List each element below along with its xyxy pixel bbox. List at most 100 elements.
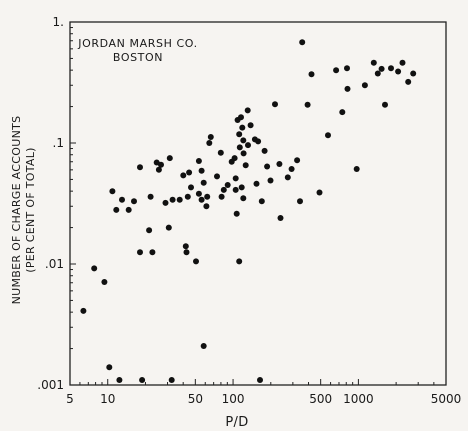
- data-point: [261, 147, 268, 154]
- data-point: [137, 249, 143, 256]
- data-point: [80, 307, 87, 314]
- data-point: [255, 138, 262, 145]
- y-tick-label: 1.: [53, 15, 64, 29]
- data-point: [168, 377, 175, 383]
- data-point: [218, 193, 225, 200]
- data-point: [91, 265, 98, 272]
- data-point: [131, 198, 137, 205]
- data-point: [232, 186, 239, 193]
- y-axis-label-line-1: NUMBER OF CHARGE ACCOUNTS: [10, 116, 23, 305]
- data-point: [198, 196, 205, 203]
- data-point: [193, 258, 199, 265]
- data-point: [183, 249, 190, 256]
- data-point: [258, 198, 265, 205]
- data-point: [361, 82, 368, 89]
- data-point: [405, 78, 412, 85]
- y-tick-label: .001: [37, 378, 64, 392]
- data-point: [344, 85, 351, 92]
- data-point: [240, 137, 247, 144]
- data-point: [294, 157, 301, 164]
- data-point: [165, 224, 172, 231]
- plot-frame: [69, 21, 447, 386]
- data-point: [395, 68, 402, 75]
- data-point: [240, 195, 247, 202]
- data-point: [232, 175, 239, 182]
- data-point: [149, 249, 156, 256]
- data-point: [325, 132, 331, 139]
- data-point: [200, 179, 207, 186]
- data-point: [125, 206, 132, 213]
- data-point: [253, 180, 260, 187]
- chart-title-line-2: BOSTON: [113, 51, 163, 64]
- data-point: [264, 163, 271, 170]
- data-point: [224, 182, 231, 188]
- data-point: [186, 169, 193, 176]
- data-point: [116, 377, 123, 383]
- x-tick-label: 1000: [343, 392, 374, 406]
- data-point: [166, 155, 173, 162]
- data-point: [277, 215, 284, 221]
- data-point: [207, 134, 214, 140]
- data-point: [188, 184, 194, 191]
- data-point: [139, 377, 146, 383]
- data-point: [410, 70, 417, 77]
- data-point: [203, 203, 210, 210]
- data-point: [378, 65, 385, 72]
- data-point: [137, 164, 143, 171]
- chart-title-line-1: JORDAN MARSH CO.: [77, 37, 197, 50]
- data-point: [247, 122, 254, 129]
- data-point: [206, 140, 213, 146]
- data-point: [109, 188, 116, 195]
- data-point: [195, 190, 202, 197]
- data-point: [308, 71, 315, 78]
- data-point: [180, 172, 187, 179]
- data-point: [147, 193, 154, 200]
- x-tick-label: 50: [188, 392, 203, 406]
- data-point: [162, 199, 169, 206]
- data-point: [195, 158, 202, 164]
- y-axis-label: NUMBER OF CHARGE ACCOUNTS (PER CENT OF T…: [10, 116, 37, 305]
- data-point: [272, 101, 278, 108]
- data-point: [353, 166, 360, 172]
- data-point: [238, 114, 244, 121]
- data-point: [382, 101, 388, 108]
- data-point: [184, 193, 191, 200]
- data-point: [267, 177, 274, 184]
- data-point: [239, 124, 246, 131]
- data-point: [200, 343, 207, 349]
- data-point: [333, 67, 340, 74]
- data-point: [214, 173, 220, 180]
- x-tick-label: 5000: [431, 392, 462, 406]
- data-point: [119, 196, 125, 203]
- data-point: [297, 198, 303, 205]
- chart-title: JORDAN MARSH CO. BOSTON: [77, 37, 197, 64]
- data-point: [388, 65, 394, 72]
- data-point: [101, 279, 108, 285]
- data-point: [106, 364, 113, 371]
- data-point: [238, 184, 245, 191]
- data-point: [288, 166, 295, 172]
- data-point: [299, 39, 306, 46]
- data-point: [231, 155, 238, 162]
- x-axis-label: P/D: [225, 415, 248, 430]
- data-point: [245, 142, 251, 149]
- x-tick-label: 5: [66, 392, 74, 406]
- data-point: [244, 107, 251, 114]
- data-point: [217, 149, 224, 156]
- data-point: [204, 193, 211, 200]
- data-point: [198, 167, 205, 174]
- data-point: [146, 227, 153, 234]
- data-point: [339, 109, 346, 116]
- data-point: [399, 59, 406, 66]
- data-point: [155, 166, 162, 173]
- data-point: [242, 162, 249, 169]
- data-point: [236, 258, 243, 265]
- data-point: [233, 210, 240, 217]
- data-point: [284, 174, 291, 181]
- data-point: [113, 206, 120, 213]
- data-point: [304, 101, 311, 108]
- data-point: [374, 70, 381, 77]
- data-point: [344, 65, 350, 72]
